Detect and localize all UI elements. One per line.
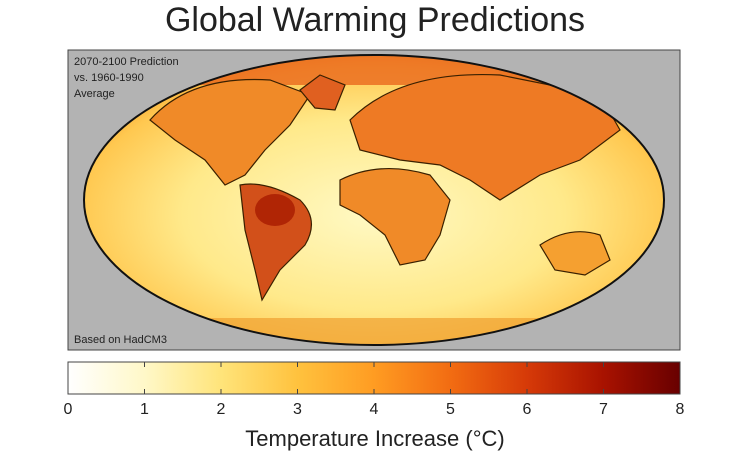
annotation-line: 2070-2100 Prediction <box>74 56 179 68</box>
tick-label: 0 <box>64 401 73 418</box>
tick-label: 6 <box>523 401 532 418</box>
colorbar-label: Temperature Increase (°C) <box>245 426 504 451</box>
tick-label: 2 <box>217 401 226 418</box>
annotation-line: Average <box>74 88 115 100</box>
annotation-line: vs. 1960-1990 <box>74 72 144 84</box>
colorbar <box>67 361 681 395</box>
title: Global Warming Predictions <box>165 1 585 39</box>
tick-label: 3 <box>293 401 302 418</box>
tick-label: 5 <box>446 401 455 418</box>
map-outline <box>83 54 665 346</box>
tick-label: 7 <box>599 401 608 418</box>
annotation: 2070-2100 Prediction vs. 1960-1990 Avera… <box>74 56 179 100</box>
tick-label: 8 <box>676 401 685 418</box>
colorbar-ticks: 0 1 2 3 4 5 6 7 8 <box>64 362 685 418</box>
source-note: Based on HadCM3 <box>74 334 167 346</box>
tick-label: 1 <box>140 401 149 418</box>
tick-label: 4 <box>370 401 379 418</box>
